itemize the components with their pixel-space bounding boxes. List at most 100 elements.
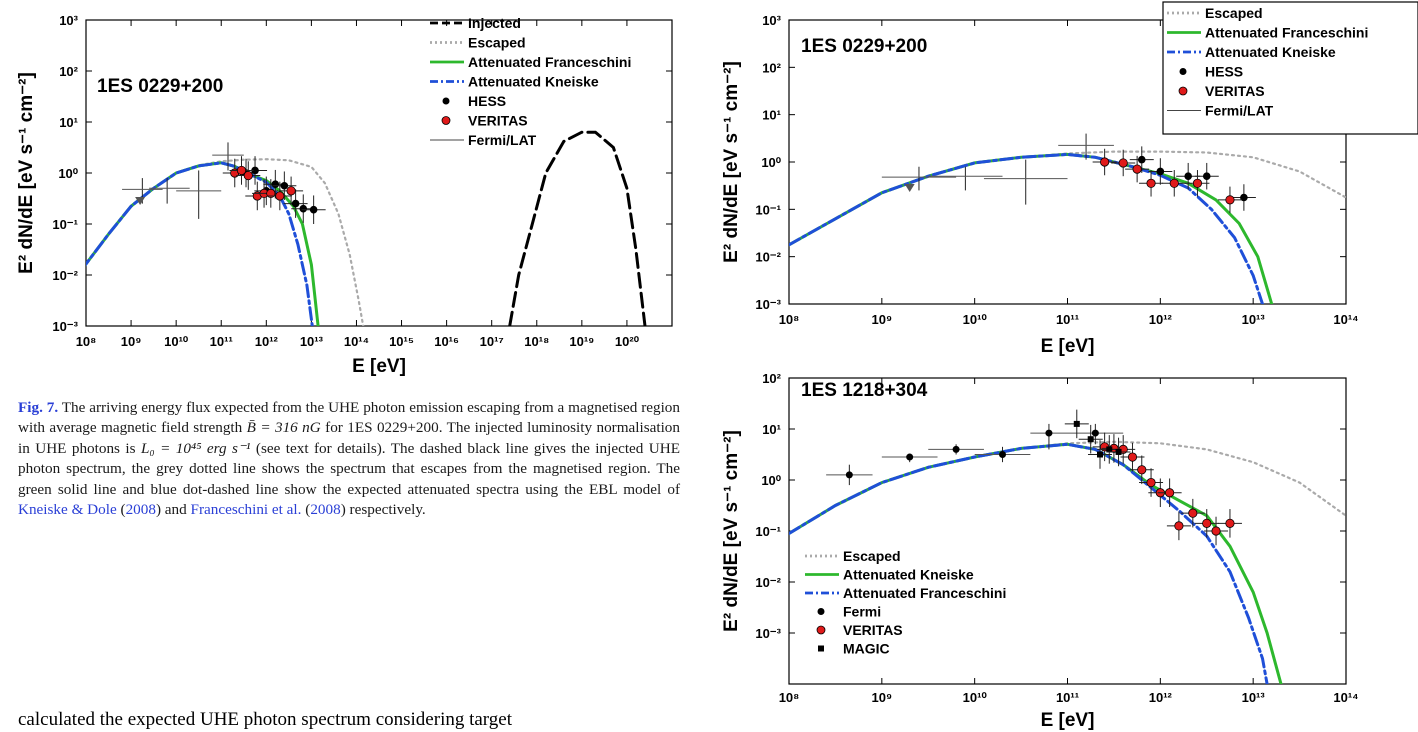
legend-label: VERITAS xyxy=(1205,83,1265,99)
hess-point xyxy=(291,199,300,208)
hess-point xyxy=(299,204,308,213)
legend-swatch xyxy=(442,97,450,105)
legend-label: Attenuated Kneiske xyxy=(468,74,599,90)
x-tick-label: 10⁸ xyxy=(779,690,800,705)
y-tick-label: 10⁰ xyxy=(761,155,781,170)
veritas-point xyxy=(1137,465,1147,475)
figure-label[interactable]: Fig. 7. xyxy=(18,399,59,416)
x-tick-label: 10¹¹ xyxy=(210,334,233,349)
x-tick-label: 10¹³ xyxy=(1242,312,1266,327)
plot-area xyxy=(789,409,1346,684)
plot-title: 1ES 0229+200 xyxy=(97,76,223,97)
upper-limit-marker xyxy=(904,184,915,193)
legend-label: Fermi/LAT xyxy=(468,132,537,148)
caption-text-2: for 1ES 0229+200. The injected luminosit… xyxy=(18,419,680,457)
x-tick-label: 10¹⁸ xyxy=(524,334,549,349)
plot-title: 1ES 0229+200 xyxy=(801,36,927,57)
caption-bfield: B̄ = 316 nG xyxy=(246,419,321,437)
x-tick-label: 10¹⁴ xyxy=(1333,312,1358,327)
caption-luminosity: L₀ = 10⁴⁵ erg s⁻¹ xyxy=(140,439,251,457)
legend-label: Fermi xyxy=(843,604,881,620)
legend-swatch xyxy=(1178,86,1188,96)
y-tick-label: 10² xyxy=(762,60,781,75)
x-tick-label: 10¹⁰ xyxy=(963,690,988,705)
legend-label: Attenuated Kneiske xyxy=(1205,44,1336,60)
plot-area xyxy=(86,130,647,326)
x-tick-label: 10¹¹ xyxy=(1056,312,1079,327)
series-line-attenuated-franceschini xyxy=(789,152,1274,304)
veritas-point xyxy=(1100,157,1110,167)
veritas-point xyxy=(243,170,253,181)
y-tick-label: 10³ xyxy=(762,13,781,28)
x-tick-label: 10¹² xyxy=(1149,690,1173,705)
x-tick-label: 10¹³ xyxy=(300,334,324,349)
veritas-point xyxy=(1127,452,1138,462)
veritas-point xyxy=(1146,477,1156,488)
legend-label: Escaped xyxy=(468,35,526,51)
hess-point xyxy=(309,205,318,214)
y-axis-label: E² dN/dE [eV s⁻¹ cm⁻²] xyxy=(721,61,742,263)
y-tick-label: 10⁻² xyxy=(52,268,78,283)
y-tick-label: 10⁻² xyxy=(755,575,781,590)
legend-swatch xyxy=(818,645,824,652)
ref-franceschini-year[interactable]: 2008 xyxy=(310,501,341,519)
legend-label: Fermi/LAT xyxy=(1205,103,1274,119)
hess-point xyxy=(280,181,289,190)
hess-point xyxy=(1240,193,1248,202)
y-tick-label: 10⁻² xyxy=(755,250,781,265)
fermi-point xyxy=(952,445,960,453)
hess-point xyxy=(1137,155,1146,164)
ref-franceschini[interactable]: Franceschini et al. xyxy=(190,501,302,519)
hess-point xyxy=(1184,172,1192,180)
fermi-point xyxy=(999,451,1007,458)
legend-swatch xyxy=(441,116,451,125)
plot-area xyxy=(789,133,1346,304)
veritas-point xyxy=(1169,178,1179,188)
y-tick-label: 10¹ xyxy=(59,115,78,130)
y-tick-label: 10⁻¹ xyxy=(52,217,78,232)
hess-point xyxy=(1156,167,1165,176)
legend-label: HESS xyxy=(468,93,506,109)
veritas-point xyxy=(1165,488,1175,498)
y-tick-label: 10⁻³ xyxy=(755,626,781,641)
chart-right-bottom-svg: 10⁸ 10⁹ 10¹⁰ 10¹¹ 10¹² 10¹³ 10¹⁴ 10⁻³ 10⁻² 10⁻¹ 10… xyxy=(721,371,1359,731)
caption-text-3: (see text for details). The dashed black… xyxy=(18,439,681,498)
legend-label: HESS xyxy=(1205,64,1243,80)
plot-title: 1ES 1218+304 xyxy=(801,380,928,401)
magic-point xyxy=(1106,446,1113,453)
magic-point xyxy=(1115,448,1122,455)
x-tick-label: 10¹² xyxy=(1149,312,1173,327)
veritas-point xyxy=(236,165,247,176)
ref-kneiske[interactable]: Kneiske & Dole xyxy=(18,501,117,519)
magic-point xyxy=(1096,451,1103,458)
legend-label: Attenuated Franceschini xyxy=(843,585,1006,601)
veritas-point xyxy=(1174,521,1184,531)
x-tick-label: 10¹⁰ xyxy=(164,334,189,349)
legend-label: Attenuated Kneiske xyxy=(843,567,974,583)
ref-kneiske-year[interactable]: 2008 xyxy=(125,501,156,519)
caption-text-4: and xyxy=(161,501,191,519)
series-line-attenuated-kneiske xyxy=(789,152,1264,304)
chart-right-bottom: 10⁸ 10⁹ 10¹⁰ 10¹¹ 10¹² 10¹³ 10¹⁴ 10⁻³ 10⁻² 10⁻¹ 10… xyxy=(705,366,1418,731)
legend-label: Injected xyxy=(468,15,521,31)
x-tick-label: 10¹⁰ xyxy=(963,312,988,327)
x-axis-label: E [eV] xyxy=(1041,336,1095,357)
body-paragraph: calculated the expected UHE photon spect… xyxy=(18,709,512,730)
veritas-point xyxy=(1118,158,1128,168)
y-tick-label: 10⁻¹ xyxy=(755,524,781,539)
y-tick-label: 10² xyxy=(762,371,781,386)
chart-right-top-svg: 10⁸ 10⁹ 10¹⁰ 10¹¹ 10¹² 10¹³ 10¹⁴ 10⁻³ 10⁻² 10⁻¹ 10… xyxy=(721,1,1418,357)
legend-label: Escaped xyxy=(843,548,901,564)
x-tick-label: 10¹³ xyxy=(1242,690,1266,705)
veritas-point xyxy=(1211,526,1221,536)
veritas-point xyxy=(1192,178,1203,188)
legend-label: VERITAS xyxy=(843,622,903,638)
fermi-point xyxy=(1091,429,1099,437)
y-tick-label: 10³ xyxy=(59,13,78,28)
caption-text-1: The arriving energy flux expected from t… xyxy=(18,399,680,437)
y-tick-label: 10⁻³ xyxy=(52,319,78,334)
x-tick-label: 10¹⁷ xyxy=(480,334,504,349)
x-axis-label: E [eV] xyxy=(1041,710,1095,731)
veritas-point xyxy=(1188,508,1198,518)
x-tick-label: 10⁹ xyxy=(121,334,142,349)
